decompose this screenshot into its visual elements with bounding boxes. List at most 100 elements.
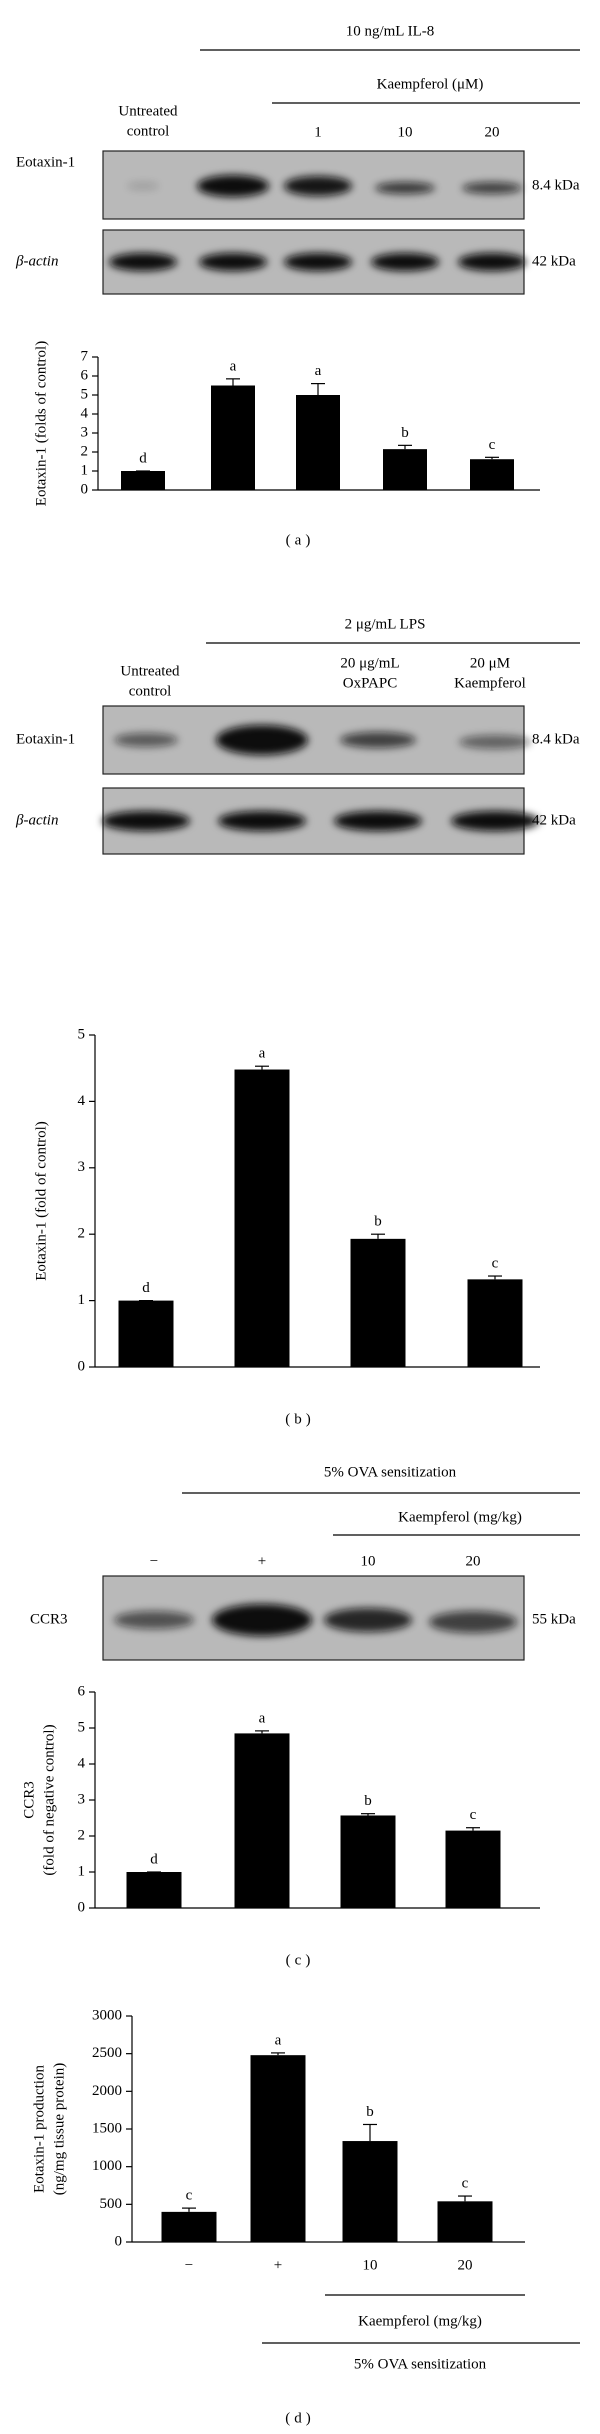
band (462, 182, 522, 194)
band (199, 253, 267, 271)
bar (126, 1872, 182, 1908)
y-tick-label: 4 (78, 1755, 86, 1771)
significance-letter: c (462, 2175, 469, 2191)
y-tick-label: 5 (78, 1026, 86, 1042)
y-tick-label: 4 (78, 1093, 86, 1109)
y-axis-label: (ng/mg tissue protein) (51, 2063, 67, 2195)
band (375, 182, 435, 194)
y-tick-label: 5 (78, 1719, 86, 1735)
bar (470, 459, 514, 490)
significance-letter: a (259, 1710, 266, 1726)
blot-subheader: Kaempferol (mg/kg) (398, 1509, 522, 1525)
y-tick-label: 2 (81, 443, 89, 459)
y-tick-label: 500 (100, 2196, 123, 2212)
bar (467, 1279, 523, 1367)
bar (437, 2201, 493, 2242)
blot-subheader: Kaempferol (μM) (377, 76, 484, 92)
x-tick-label: 20 (458, 2257, 473, 2273)
significance-letter: b (364, 1793, 372, 1809)
lane-label: 10 (398, 124, 413, 140)
y-axis-label: Eotaxin-1 (fold of control) (33, 1121, 49, 1281)
y-tick-label: 1500 (92, 2120, 122, 2136)
lane-label: − (150, 1553, 158, 1569)
bar (211, 385, 255, 490)
significance-letter: c (470, 1807, 477, 1823)
y-tick-label: 6 (78, 1683, 86, 1699)
panel-caption: (d) (285, 2410, 315, 2426)
lane-label: 20 μM (470, 655, 510, 671)
y-tick-label: 1 (78, 1863, 86, 1879)
x-tick-label: + (274, 2257, 282, 2273)
panel-caption: (a) (286, 532, 315, 548)
band (371, 253, 439, 271)
band (324, 1608, 412, 1632)
band (284, 176, 352, 196)
bar (234, 1069, 290, 1367)
x-tick-label: − (185, 2257, 193, 2273)
size-label: 42 kDa (532, 812, 576, 828)
band (127, 182, 159, 190)
lane-label: Untreated (118, 103, 178, 119)
y-tick-label: 0 (81, 481, 89, 497)
lane-label: + (258, 1553, 266, 1569)
band (197, 175, 269, 197)
lane-label: 1 (314, 124, 322, 140)
y-tick-label: 3 (78, 1791, 86, 1807)
band (212, 1604, 312, 1636)
bar (350, 1238, 406, 1367)
band (216, 725, 308, 755)
band (334, 811, 422, 831)
band (429, 1611, 517, 1633)
significance-letter: b (401, 425, 409, 441)
significance-letter: b (374, 1214, 382, 1230)
significance-letter: d (150, 1851, 158, 1867)
bar (342, 2141, 398, 2242)
significance-letter: c (186, 2188, 193, 2204)
y-tick-label: 2 (78, 1827, 86, 1843)
significance-letter: a (315, 363, 322, 379)
y-tick-label: 2 (78, 1226, 86, 1242)
annotation: Kaempferol (mg/kg) (358, 2313, 482, 2329)
band (109, 253, 177, 271)
lane-label: control (129, 683, 172, 699)
lane-label: 10 (361, 1553, 376, 1569)
y-axis-label: Eotaxin-1 production (31, 2065, 47, 2193)
size-label: 55 kDa (532, 1611, 576, 1627)
significance-letter: c (492, 1255, 499, 1271)
band (459, 735, 531, 749)
y-tick-label: 4 (81, 405, 89, 421)
row-label: Eotaxin-1 (16, 154, 75, 170)
band (451, 811, 539, 831)
blot-header: 10 ng/mL IL-8 (346, 23, 435, 39)
bar (445, 1830, 501, 1908)
annotation: 5% OVA sensitization (354, 2356, 487, 2372)
significance-letter: d (139, 450, 147, 466)
panel-caption: (b) (285, 1411, 315, 1427)
y-axis-label: CCR3 (21, 1781, 37, 1819)
bar (118, 1300, 174, 1367)
blot-panel-b: 2 μg/mL LPS Untreated control 20 μg/mL O… (15, 616, 580, 855)
band (340, 732, 416, 748)
band (102, 811, 190, 831)
bar (383, 449, 427, 490)
band (284, 253, 352, 271)
y-tick-label: 0 (115, 2233, 123, 2249)
lane-label: control (127, 123, 170, 139)
band (114, 1611, 194, 1629)
row-label: β-actin (15, 812, 58, 828)
size-label: 42 kDa (532, 253, 576, 269)
significance-letter: a (275, 2032, 282, 2048)
blot-panel-c: 5% OVA sensitization Kaempferol (mg/kg) … (30, 1464, 580, 1661)
significance-letter: c (489, 437, 496, 453)
y-axis-label: Eotaxin-1 (folds of control) (33, 341, 49, 506)
bar (234, 1733, 290, 1908)
size-label: 8.4 kDa (532, 731, 580, 747)
row-label: β-actin (15, 253, 58, 269)
y-tick-label: 6 (81, 367, 89, 383)
row-label: CCR3 (30, 1611, 68, 1627)
bar (121, 471, 165, 490)
y-tick-label: 5 (81, 386, 89, 402)
lane-label: 20 μg/mL (340, 655, 399, 671)
significance-letter: d (142, 1280, 150, 1296)
